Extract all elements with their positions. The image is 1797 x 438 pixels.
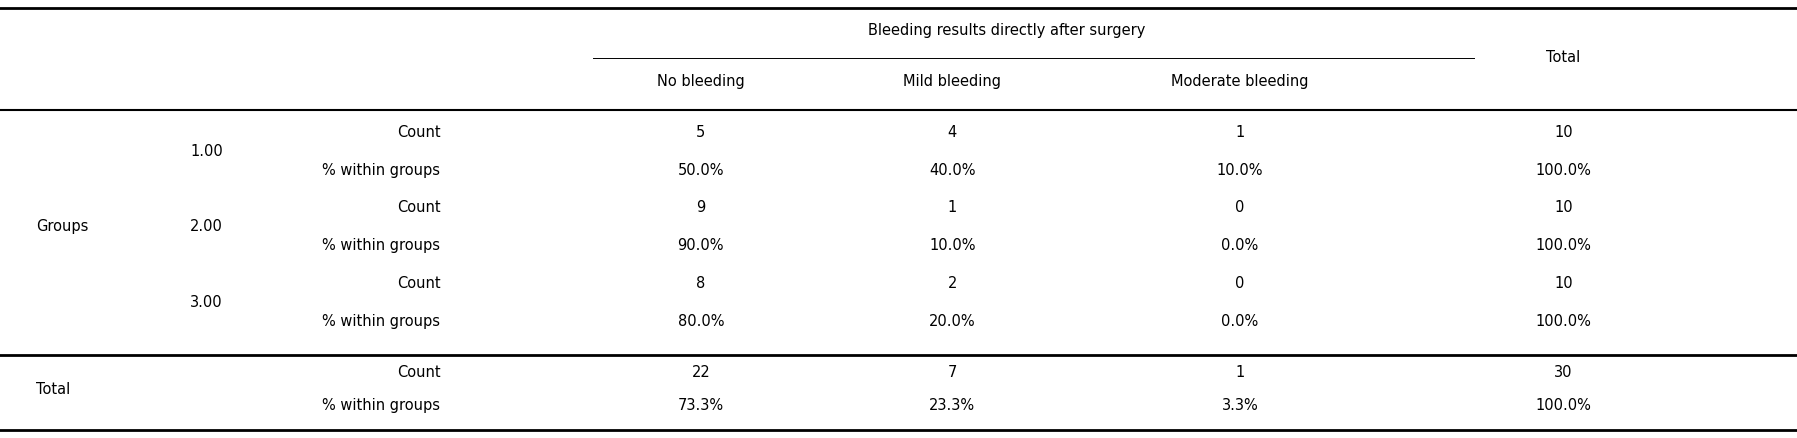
Text: 50.0%: 50.0% <box>677 163 724 178</box>
Text: 1.00: 1.00 <box>190 144 223 159</box>
Text: 22: 22 <box>692 365 710 381</box>
Text: Mild bleeding: Mild bleeding <box>904 74 1001 89</box>
Text: 3.3%: 3.3% <box>1222 398 1258 413</box>
Text: 0.0%: 0.0% <box>1222 314 1258 328</box>
Text: 5: 5 <box>695 125 706 140</box>
Text: % within groups: % within groups <box>322 314 440 328</box>
Text: 90.0%: 90.0% <box>677 238 724 253</box>
Text: 1: 1 <box>947 201 958 215</box>
Text: 20.0%: 20.0% <box>929 314 976 328</box>
Text: % within groups: % within groups <box>322 398 440 413</box>
Text: 100.0%: 100.0% <box>1535 238 1592 253</box>
Text: 10.0%: 10.0% <box>929 238 976 253</box>
Text: 100.0%: 100.0% <box>1535 398 1592 413</box>
Text: Count: Count <box>397 125 440 140</box>
Text: 3.00: 3.00 <box>190 295 223 310</box>
Text: 10.0%: 10.0% <box>1217 163 1263 178</box>
Text: 1: 1 <box>1235 365 1245 381</box>
Text: % within groups: % within groups <box>322 238 440 253</box>
Text: 0: 0 <box>1235 276 1245 291</box>
Text: 1: 1 <box>1235 125 1245 140</box>
Text: 0.0%: 0.0% <box>1222 238 1258 253</box>
Text: 0: 0 <box>1235 201 1245 215</box>
Text: 10: 10 <box>1554 276 1572 291</box>
Text: Moderate bleeding: Moderate bleeding <box>1172 74 1308 89</box>
Text: 73.3%: 73.3% <box>677 398 724 413</box>
Text: 7: 7 <box>947 365 958 381</box>
Text: Count: Count <box>397 365 440 381</box>
Text: 100.0%: 100.0% <box>1535 163 1592 178</box>
Text: 80.0%: 80.0% <box>677 314 724 328</box>
Text: 8: 8 <box>695 276 706 291</box>
Text: No bleeding: No bleeding <box>658 74 744 89</box>
Text: 40.0%: 40.0% <box>929 163 976 178</box>
Text: 30: 30 <box>1554 365 1572 381</box>
Text: Count: Count <box>397 201 440 215</box>
Text: 10: 10 <box>1554 125 1572 140</box>
Text: 100.0%: 100.0% <box>1535 314 1592 328</box>
Text: 2: 2 <box>947 276 958 291</box>
Text: 10: 10 <box>1554 201 1572 215</box>
Text: 23.3%: 23.3% <box>929 398 976 413</box>
Text: Total: Total <box>1545 50 1581 66</box>
Text: Groups: Groups <box>36 219 88 234</box>
Text: 9: 9 <box>695 201 706 215</box>
Text: Total: Total <box>36 382 70 397</box>
Text: 2.00: 2.00 <box>190 219 223 234</box>
Text: 4: 4 <box>947 125 958 140</box>
Text: Count: Count <box>397 276 440 291</box>
Text: % within groups: % within groups <box>322 163 440 178</box>
Text: Bleeding results directly after surgery: Bleeding results directly after surgery <box>868 22 1145 38</box>
